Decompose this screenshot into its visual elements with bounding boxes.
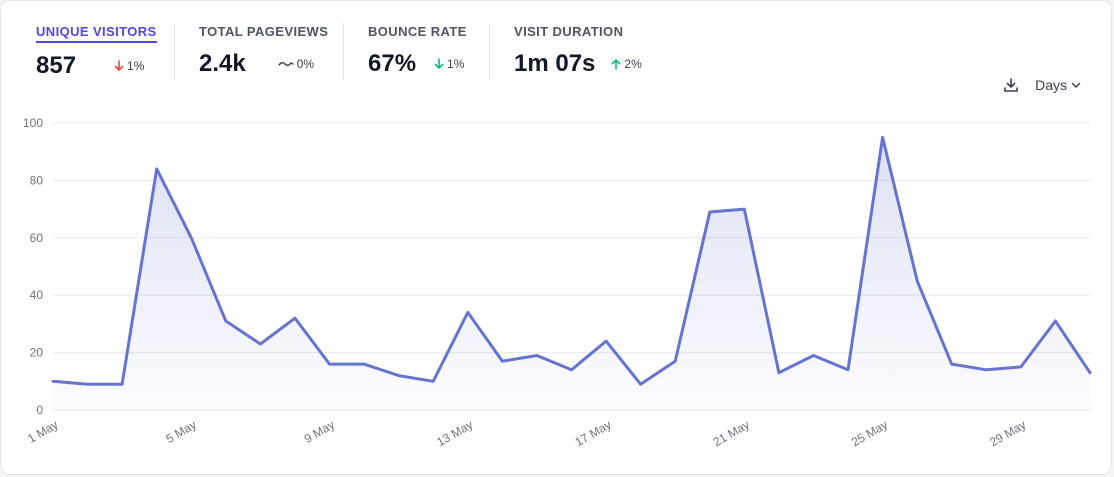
data-point bbox=[258, 342, 262, 346]
change-indicator: 1% bbox=[434, 57, 464, 71]
data-point bbox=[328, 362, 332, 366]
change-value: 1% bbox=[447, 57, 465, 71]
data-point bbox=[86, 382, 90, 386]
data-point bbox=[189, 236, 193, 240]
metric-divider bbox=[343, 23, 344, 80]
data-point bbox=[673, 359, 677, 363]
data-point bbox=[604, 339, 608, 343]
metric-visit-duration[interactable]: VISIT DURATION 1m 07s 2% bbox=[514, 23, 642, 78]
series-line bbox=[51, 135, 1092, 386]
download-button[interactable] bbox=[1001, 75, 1021, 95]
download-icon bbox=[1004, 78, 1018, 92]
data-point bbox=[950, 362, 954, 366]
data-point bbox=[742, 207, 746, 211]
data-point bbox=[466, 310, 470, 314]
y-tick-label: 0 bbox=[36, 403, 43, 417]
x-tick-label: 13 May bbox=[434, 417, 475, 449]
data-point bbox=[155, 167, 159, 171]
data-point bbox=[224, 319, 228, 323]
metric-label: UNIQUE VISITORS bbox=[36, 24, 157, 43]
data-point bbox=[639, 382, 643, 386]
x-tick-label: 29 May bbox=[987, 417, 1028, 449]
arrow-down-icon bbox=[114, 60, 124, 71]
interval-select[interactable]: Days bbox=[1035, 77, 1081, 93]
metric-divider bbox=[174, 23, 175, 80]
y-tick-label: 100 bbox=[23, 116, 43, 130]
change-value: 0% bbox=[296, 57, 315, 71]
data-point bbox=[1019, 365, 1023, 369]
data-point bbox=[293, 316, 297, 320]
x-tick-label: 21 May bbox=[711, 417, 752, 449]
metric-bounce-rate[interactable]: BOUNCE RATE 67% 1% bbox=[368, 23, 467, 78]
chart-controls: Days bbox=[1001, 75, 1081, 95]
y-tick-label: 40 bbox=[30, 288, 44, 302]
interval-label: Days bbox=[1035, 77, 1067, 93]
data-point bbox=[881, 135, 885, 139]
arrow-up-icon bbox=[612, 59, 621, 70]
x-tick-label: 9 May bbox=[302, 417, 337, 445]
metric-label: VISIT DURATION bbox=[514, 24, 624, 39]
arrow-down-icon bbox=[434, 58, 444, 69]
y-tick-label: 20 bbox=[30, 346, 44, 360]
metric-unique-visitors[interactable]: UNIQUE VISITORS 857 1% bbox=[36, 23, 157, 80]
change-indicator: 2% bbox=[611, 57, 642, 71]
data-point bbox=[362, 362, 366, 366]
data-point bbox=[120, 382, 124, 386]
metric-value: 1m 07s bbox=[514, 50, 596, 77]
data-point bbox=[397, 374, 401, 378]
metric-value: 2.4k bbox=[199, 50, 246, 77]
data-point bbox=[984, 368, 988, 372]
metric-label: BOUNCE RATE bbox=[368, 24, 467, 39]
data-point bbox=[431, 379, 435, 383]
data-point bbox=[846, 368, 850, 372]
data-point bbox=[1088, 371, 1092, 375]
change-value: 2% bbox=[624, 57, 642, 71]
data-point bbox=[500, 359, 504, 363]
chevron-down-icon bbox=[1071, 82, 1081, 88]
data-point bbox=[708, 210, 712, 214]
metric-divider bbox=[489, 23, 490, 80]
data-point bbox=[1053, 319, 1057, 323]
data-point bbox=[51, 379, 55, 383]
metric-total-pageviews[interactable]: TOTAL PAGEVIEWS 2.4k 0% bbox=[199, 23, 328, 78]
metric-value: 67% bbox=[368, 50, 417, 77]
data-point bbox=[915, 279, 919, 283]
y-tick-label: 60 bbox=[30, 231, 44, 245]
change-value: 1% bbox=[127, 59, 145, 73]
change-indicator: 0% bbox=[278, 57, 314, 71]
metric-label: TOTAL PAGEVIEWS bbox=[199, 24, 329, 39]
y-tick-label: 80 bbox=[30, 173, 44, 187]
change-indicator: 1% bbox=[114, 59, 144, 73]
data-point bbox=[812, 354, 816, 358]
x-tick-label: 25 May bbox=[849, 417, 890, 449]
x-tick-label: 17 May bbox=[572, 417, 613, 449]
metric-value: 857 bbox=[36, 52, 77, 79]
wave-icon bbox=[278, 62, 294, 66]
data-point bbox=[777, 371, 781, 375]
x-tick-label: 5 May bbox=[163, 417, 198, 445]
data-point bbox=[570, 368, 574, 372]
data-point bbox=[535, 354, 539, 358]
x-tick-label: 1 May bbox=[25, 417, 60, 445]
